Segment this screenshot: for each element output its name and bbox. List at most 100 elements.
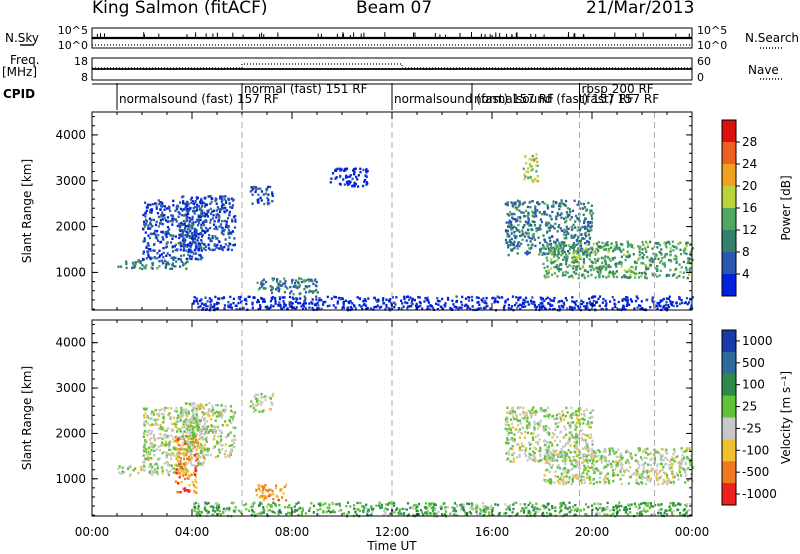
power-cell: [510, 228, 513, 232]
velocity-cell: [689, 502, 692, 506]
velocity-cell: [216, 509, 219, 512]
power-cell: [634, 275, 637, 279]
velocity-cell: [560, 419, 563, 422]
power-cell: [530, 302, 533, 305]
power-cell: [576, 229, 579, 232]
power-cell: [510, 213, 513, 216]
velocity-cell: [623, 506, 626, 509]
power-cell: [245, 299, 248, 302]
velocity-cell: [181, 410, 185, 414]
velocity-cell: [184, 465, 187, 468]
power-cell: [202, 307, 205, 310]
power-cell: [513, 225, 516, 228]
power-cell: [615, 241, 618, 244]
nave-tick: 0: [697, 71, 704, 84]
velocity-cell: [507, 457, 510, 460]
velocity-cell: [191, 420, 195, 423]
power-cell: [223, 198, 226, 201]
power-cell: [590, 222, 594, 225]
velocity-cell: [429, 512, 432, 515]
velocity-cell: [183, 439, 186, 443]
power-cell: [270, 304, 273, 307]
velocity-cell: [517, 430, 520, 433]
power-cell: [585, 255, 589, 258]
power-cell: [186, 260, 189, 263]
velocity-cell: [191, 409, 194, 412]
velocity-cell: [273, 511, 277, 514]
velocity-cell: [144, 408, 147, 411]
power-cell: [224, 243, 227, 246]
power-cell: [160, 204, 163, 207]
velocity-cell: [640, 510, 643, 513]
power-cell: [155, 207, 158, 210]
velocity-cell: [173, 422, 176, 426]
power-cell: [314, 278, 317, 281]
velocity-cell: [515, 415, 518, 418]
power-cell: [562, 249, 565, 252]
power-cell: [575, 265, 578, 268]
power-cell: [526, 205, 529, 209]
velocity-cell: [158, 457, 161, 460]
velocity-cell: [150, 468, 153, 472]
power-cell: [165, 233, 168, 236]
velocity-cell: [180, 414, 183, 417]
power-cell: [342, 303, 345, 306]
velocity-cell: [574, 411, 577, 414]
power-cell: [560, 250, 563, 253]
power-cell: [588, 243, 591, 246]
velocity-cell: [586, 434, 589, 437]
power-cell: [533, 224, 537, 227]
power-cell: [160, 253, 163, 256]
velocity-cell: [163, 418, 166, 421]
power-cell: [346, 180, 349, 184]
power-cell: [575, 268, 578, 272]
power-cell: [454, 305, 457, 309]
power-colorbar-swatch: [722, 186, 736, 209]
power-cell: [558, 243, 562, 246]
velocity-cell: [151, 410, 154, 413]
power-cell: [638, 250, 641, 254]
power-cell: [548, 236, 551, 240]
velocity-cell: [187, 412, 190, 415]
velocity-cell: [207, 409, 210, 413]
velocity-cell: [506, 417, 509, 420]
velocity-cell: [183, 487, 187, 490]
velocity-cell: [156, 464, 159, 468]
velocity-cell: [219, 440, 222, 443]
power-cell: [268, 201, 271, 205]
velocity-cell: [367, 508, 370, 511]
power-cell: [349, 305, 353, 309]
power-cell: [639, 307, 642, 311]
velocity-cell: [523, 414, 526, 418]
power-cell: [289, 305, 292, 308]
power-cell: [525, 162, 528, 165]
power-cell: [172, 234, 175, 238]
power-cell: [575, 266, 579, 270]
power-cell: [146, 242, 149, 245]
power-cell: [227, 232, 230, 236]
velocity-cell: [548, 413, 551, 416]
velocity-cell: [179, 448, 182, 451]
power-cell: [538, 226, 541, 229]
power-cell: [298, 285, 301, 289]
velocity-cell: [195, 420, 198, 423]
velocity-cell: [179, 430, 183, 433]
velocity-cell: [193, 426, 196, 429]
power-cell: [221, 199, 224, 202]
power-cell: [187, 231, 190, 234]
velocity-cell: [260, 494, 263, 498]
velocity-cell: [160, 427, 163, 431]
power-cell: [598, 265, 601, 269]
power-cell: [481, 300, 484, 303]
power-cell: [308, 306, 311, 309]
power-cell: [530, 244, 533, 248]
velocity-cell: [190, 464, 193, 467]
power-cell: [544, 240, 547, 243]
velocity-cell: [579, 425, 582, 428]
velocity-cell: [568, 440, 571, 443]
power-cell: [363, 298, 366, 301]
power-cell: [153, 249, 156, 252]
power-cell: [364, 174, 367, 177]
velocity-cell: [233, 434, 236, 438]
velocity-cell: [576, 463, 579, 466]
